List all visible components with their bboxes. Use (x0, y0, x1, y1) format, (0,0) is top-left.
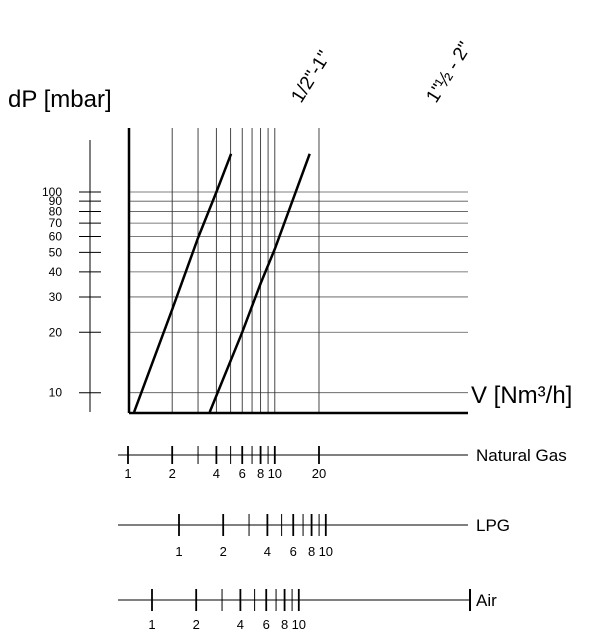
y-tick-label-70: 70 (49, 216, 63, 230)
flow-scale-label-0-10: 10 (268, 466, 282, 481)
x-axis-title: V [Nm³/h] (471, 382, 572, 409)
flow-scale-label-1-1: 1 (175, 544, 182, 559)
y-tick-label-50: 50 (49, 245, 63, 259)
y-tick-label-10: 10 (49, 386, 63, 400)
flow-scale-label-0-2: 2 (169, 466, 176, 481)
flow-scale-label-2-2: 2 (193, 617, 200, 632)
y-tick-label-20: 20 (49, 325, 63, 339)
flow-scale-label-2-8: 8 (281, 617, 288, 632)
flow-scale-label-2-6: 6 (263, 617, 270, 632)
flow-scale-name-2: Air (476, 591, 497, 610)
flow-scale-name-0: Natural Gas (476, 446, 567, 465)
y-tick-label-30: 30 (49, 290, 63, 304)
flow-scale-label-1-4: 4 (264, 544, 271, 559)
flow-scale-label-0-20: 20 (312, 466, 326, 481)
y-tick-label-60: 60 (49, 230, 63, 244)
flow-scale-name-1: LPG (476, 516, 510, 535)
y-tick-label-80: 80 (49, 204, 63, 218)
y-tick-label-90: 90 (49, 194, 63, 208)
flow-scale-label-2-1: 1 (148, 617, 155, 632)
y-axis-title: dP [mbar] (8, 86, 112, 113)
flow-scale-label-1-10: 10 (319, 544, 333, 559)
series-label-small: 1/2"-1" (287, 47, 335, 106)
flow-scale-label-1-6: 6 (290, 544, 297, 559)
series-line-1 (208, 153, 311, 413)
flow-scale-label-2-10: 10 (292, 617, 306, 632)
grid-layer (127, 128, 468, 415)
series-layer (132, 153, 311, 413)
y-tick-label-40: 40 (49, 265, 63, 279)
series-line-0 (132, 153, 233, 413)
flow-scale-label-1-2: 2 (220, 544, 227, 559)
flow-scale-label-0-6: 6 (239, 466, 246, 481)
flow-scale-label-0-4: 4 (213, 466, 220, 481)
series-label-large: 1"½ - 2" (422, 38, 476, 106)
y-tick-label-100: 100 (42, 185, 62, 199)
flow-scale-label-1-8: 8 (308, 544, 315, 559)
flow-scale-label-2-4: 4 (237, 617, 244, 632)
flow-scale-label-0-8: 8 (257, 466, 264, 481)
flow-scale-label-0-1: 1 (124, 466, 131, 481)
